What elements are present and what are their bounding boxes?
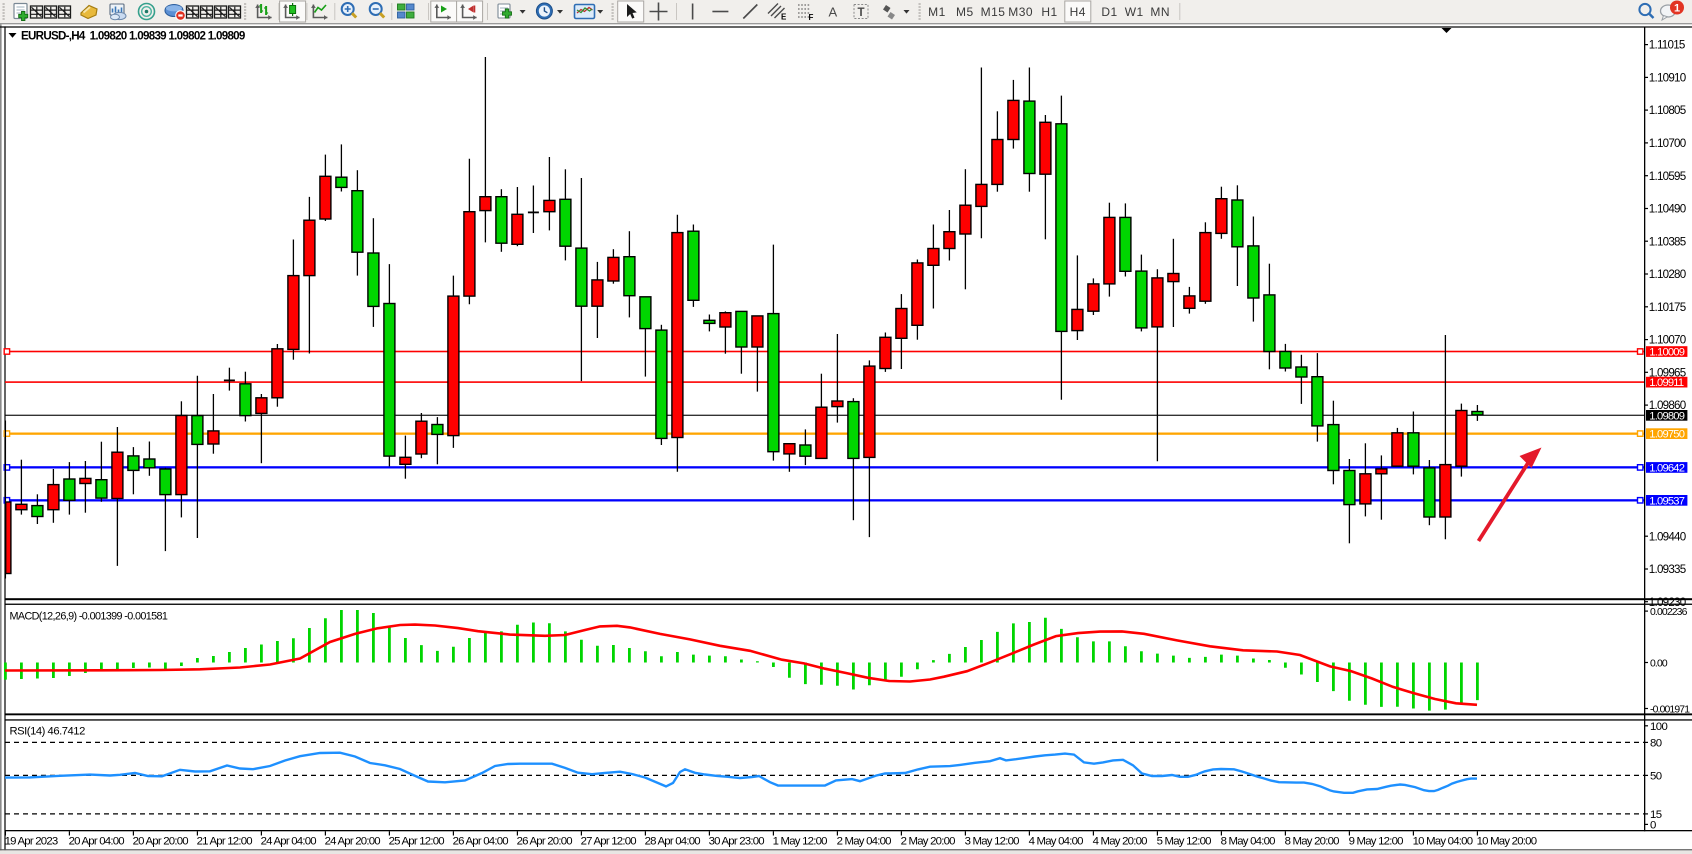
svg-text:1.10280: 1.10280 <box>1649 268 1686 281</box>
svg-text:10 May 04:00: 10 May 04:00 <box>1413 835 1473 847</box>
svg-text:D1: D1 <box>1101 5 1117 19</box>
svg-text:MN: MN <box>1150 5 1170 19</box>
svg-text:80: 80 <box>1650 737 1662 749</box>
svg-text:M15: M15 <box>981 5 1006 19</box>
svg-text:26 Apr 20:00: 26 Apr 20:00 <box>517 835 573 847</box>
svg-text:1.10070: 1.10070 <box>1649 334 1686 347</box>
svg-text:50: 50 <box>1650 770 1662 782</box>
svg-text:E: E <box>781 13 787 22</box>
svg-text:W1: W1 <box>1125 5 1144 19</box>
svg-text:H4: H4 <box>1070 5 1086 19</box>
svg-text:20 Apr 20:00: 20 Apr 20:00 <box>133 835 189 847</box>
svg-text:1: 1 <box>1674 3 1680 15</box>
svg-text:A: A <box>829 5 838 20</box>
svg-text:4 May 20:00: 4 May 20:00 <box>1093 835 1148 847</box>
svg-text:20 Apr 04:00: 20 Apr 04:00 <box>69 835 125 847</box>
svg-text:1.10490: 1.10490 <box>1649 203 1686 216</box>
svg-text:EURUSD-,H4 1.09820 1.09839 1.: EURUSD-,H4 1.09820 1.09839 1.09802 1.098… <box>21 30 246 43</box>
svg-text:M30: M30 <box>1008 5 1033 19</box>
svg-text:1.10175: 1.10175 <box>1649 301 1686 314</box>
svg-text:26 Apr 04:00: 26 Apr 04:00 <box>453 835 509 847</box>
svg-text:M5: M5 <box>956 5 974 19</box>
svg-text:1.09335: 1.09335 <box>1649 563 1686 576</box>
svg-text:1.09440: 1.09440 <box>1649 530 1686 543</box>
svg-text:0: 0 <box>1650 819 1656 831</box>
svg-text:10 May 20:00: 10 May 20:00 <box>1477 835 1537 847</box>
svg-text:MACD(12,26,9) -0.001399 -0.001: MACD(12,26,9) -0.001399 -0.001581 <box>10 610 168 622</box>
svg-text:1.10385: 1.10385 <box>1649 235 1686 248</box>
svg-text:9 May 12:00: 9 May 12:00 <box>1349 835 1404 847</box>
svg-text:8 May 04:00: 8 May 04:00 <box>1221 835 1276 847</box>
svg-text:1.09750: 1.09750 <box>1649 429 1684 441</box>
svg-text:1 May 12:00: 1 May 12:00 <box>773 835 828 847</box>
svg-text:T: T <box>858 7 865 19</box>
svg-text:1.09965: 1.09965 <box>1649 366 1686 379</box>
svg-text:F: F <box>809 13 814 22</box>
svg-text:1.10009: 1.10009 <box>1649 347 1684 359</box>
svg-text:1.10910: 1.10910 <box>1649 72 1686 85</box>
svg-text:M1: M1 <box>928 5 946 19</box>
svg-text:3 May 12:00: 3 May 12:00 <box>965 835 1020 847</box>
svg-text:30 Apr 23:00: 30 Apr 23:00 <box>709 835 765 847</box>
svg-text:5 May 12:00: 5 May 12:00 <box>1157 835 1212 847</box>
svg-text:19 Apr 2023: 19 Apr 2023 <box>5 835 58 847</box>
svg-text:4 May 04:00: 4 May 04:00 <box>1029 835 1084 847</box>
svg-text:2 May 20:00: 2 May 20:00 <box>901 835 956 847</box>
svg-text:25 Apr 12:00: 25 Apr 12:00 <box>389 835 445 847</box>
svg-text:0.00: 0.00 <box>1650 658 1668 669</box>
svg-text:100: 100 <box>1650 721 1667 733</box>
svg-text:24 Apr 20:00: 24 Apr 20:00 <box>325 835 381 847</box>
svg-text:1.09537: 1.09537 <box>1649 495 1684 507</box>
svg-text:RSI(14) 46.7412: RSI(14) 46.7412 <box>10 725 86 737</box>
svg-text:1.09911: 1.09911 <box>1649 377 1684 389</box>
svg-text:1.10595: 1.10595 <box>1649 170 1686 183</box>
svg-text:15: 15 <box>1650 809 1662 821</box>
svg-text:H1: H1 <box>1041 5 1057 19</box>
svg-text:1.09642: 1.09642 <box>1649 463 1684 475</box>
svg-text:1.10700: 1.10700 <box>1649 137 1686 150</box>
svg-text:0.002236: 0.002236 <box>1650 607 1688 618</box>
svg-text:27 Apr 12:00: 27 Apr 12:00 <box>581 835 637 847</box>
svg-text:2 May 04:00: 2 May 04:00 <box>837 835 892 847</box>
svg-text:24 Apr 04:00: 24 Apr 04:00 <box>261 835 317 847</box>
svg-text:-0.001971: -0.001971 <box>1650 704 1690 715</box>
svg-text:1.09809: 1.09809 <box>1649 410 1684 422</box>
svg-text:8 May 20:00: 8 May 20:00 <box>1285 835 1340 847</box>
svg-text:1.11015: 1.11015 <box>1649 39 1685 52</box>
svg-text:1.10805: 1.10805 <box>1649 104 1686 117</box>
svg-text:28 Apr 04:00: 28 Apr 04:00 <box>645 835 701 847</box>
svg-text:21 Apr 12:00: 21 Apr 12:00 <box>197 835 253 847</box>
svg-text:1.09230: 1.09230 <box>1649 596 1686 609</box>
svg-text:1.09860: 1.09860 <box>1649 399 1686 412</box>
